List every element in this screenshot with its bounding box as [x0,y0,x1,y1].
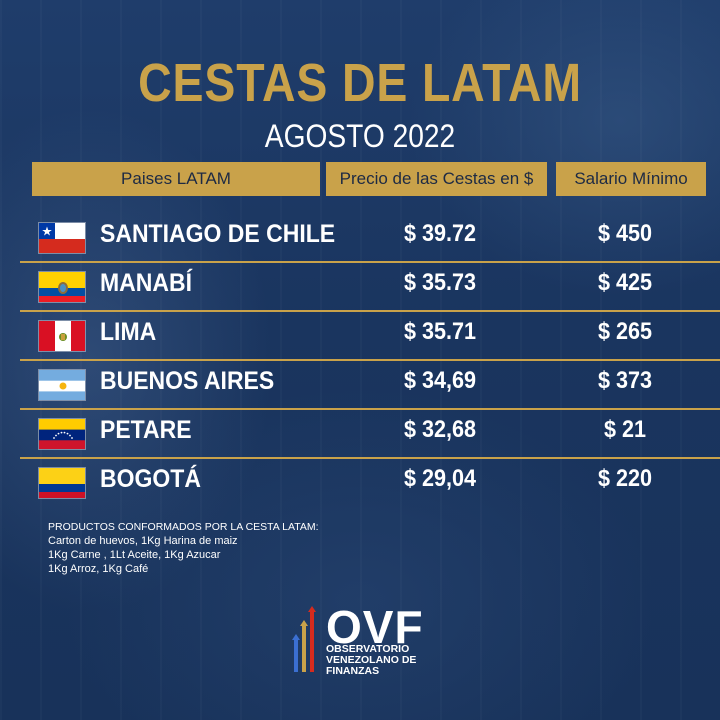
products-line: Carton de huevos, 1Kg Harina de maiz [48,535,238,547]
header-basket-price: Precio de las Cestas en $ [326,162,547,196]
products-line: 1Kg Carne , 1Lt Aceite, 1Kg Azucar [48,549,221,561]
table-row: BOGOTÁ $ 29,04 $ 220 [20,459,720,507]
chile-flag-icon [38,222,86,254]
basket-price: $ 29,04 [403,465,477,492]
basket-price: $ 32,68 [403,416,477,443]
minimum-wage: $ 265 [597,318,653,345]
minimum-wage: $ 373 [597,367,653,394]
argentina-flag-icon [38,369,86,401]
city-name: LIMA [100,318,157,346]
minimum-wage: $ 450 [597,220,653,247]
venezuela-flag-icon [38,418,86,450]
row-divider [20,457,720,459]
peru-flag-icon [38,320,86,352]
basket-price: $ 35.73 [403,269,477,296]
minimum-wage: $ 425 [597,269,653,296]
city-name: BUENOS AIRES [100,367,275,395]
ovf-arrows-icon [292,606,316,672]
page-subtitle: AGOSTO 2022 [264,118,456,154]
basket-price: $ 35.71 [403,318,477,345]
header-countries: Paises LATAM [32,162,320,196]
city-name: MANABÍ [100,269,192,297]
products-note: PRODUCTOS CONFORMADOS POR LA CESTA LATAM… [48,520,319,576]
ovf-logo: OVF OBSERVATORIO VENEZOLANO DE FINANZAS [290,600,460,680]
minimum-wage: $ 21 [603,416,647,443]
city-name: SANTIAGO DE CHILE [100,220,336,248]
products-line: 1Kg Arroz, 1Kg Café [48,563,149,575]
row-divider [20,261,720,263]
ovf-logo-text: OVF [326,601,424,653]
minimum-wage: $ 220 [597,465,653,492]
city-name: PETARE [100,416,192,444]
table-row: PETARE $ 32,68 $ 21 [20,410,720,458]
header-minimum-wage: Salario Mínimo [556,162,706,196]
table-row: MANABÍ $ 35.73 $ 425 [20,263,720,311]
products-title: PRODUCTOS CONFORMADOS POR LA CESTA LATAM… [48,521,319,533]
page-title: CESTAS DE LATAM [138,53,582,113]
row-divider [20,359,720,361]
row-divider [20,310,720,312]
row-divider [20,408,720,410]
table-row: BUENOS AIRES $ 34,69 $ 373 [20,361,720,409]
basket-price: $ 34,69 [403,367,477,394]
ecuador-flag-icon [38,271,86,303]
table-row: LIMA $ 35.71 $ 265 [20,312,720,360]
basket-price: $ 39.72 [403,220,477,247]
city-name: BOGOTÁ [100,465,201,493]
colombia-flag-icon [38,467,86,499]
table-row: SANTIAGO DE CHILE $ 39.72 $ 450 [20,214,720,262]
ovf-logo-subtitle: OBSERVATORIO VENEZOLANO DE FINANZAS [326,643,417,677]
